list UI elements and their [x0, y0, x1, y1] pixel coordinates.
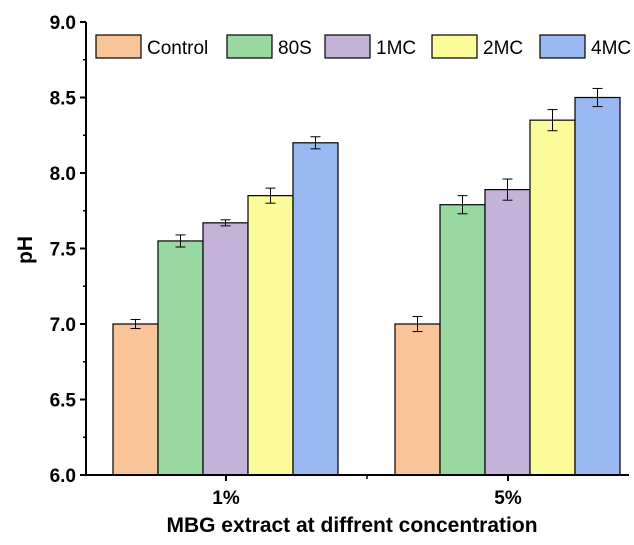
- bar-1mc-1: [202, 222, 249, 476]
- legend-swatch-1mc: [324, 34, 371, 59]
- bar-control-1: [112, 323, 159, 476]
- y-tick-label: 6.0: [50, 466, 76, 487]
- bars-layer: [112, 87, 621, 476]
- x-tick-label: 1%: [212, 488, 240, 509]
- legend-label-control: Control: [147, 38, 208, 59]
- bar-4mc-1: [292, 142, 339, 476]
- y-tick-label: 7.5: [50, 240, 77, 261]
- bar-control-2: [394, 323, 441, 476]
- legend-swatch-control: [95, 34, 142, 59]
- bar-80s-1: [157, 240, 204, 476]
- y-tick-label: 8.5: [50, 89, 77, 110]
- bar-2mc-2: [529, 119, 576, 476]
- legend-label-80s: 80S: [278, 38, 312, 59]
- legend: Control 80S 1MC 2MC 4MC: [95, 34, 631, 59]
- legend-label-2mc: 2MC: [483, 38, 523, 59]
- x-axis-title: MBG extract at diffrent concentration: [166, 514, 537, 537]
- legend-label-1mc: 1MC: [376, 38, 416, 59]
- legend-swatch-2mc: [431, 34, 478, 59]
- legend-swatch-80s: [226, 34, 273, 59]
- y-axis-title: pH: [14, 236, 37, 264]
- bar-2mc-1: [247, 195, 294, 476]
- bar-80s-2: [439, 204, 486, 476]
- y-tick-label: 8.0: [50, 164, 76, 185]
- legend-label-4mc: 4MC: [591, 38, 631, 59]
- y-tick-label: 6.5: [50, 391, 77, 412]
- bar-4mc-2: [574, 96, 621, 476]
- y-tick-label: 9.0: [50, 13, 76, 34]
- legend-swatch-4mc: [539, 34, 586, 59]
- bar-1mc-2: [484, 189, 531, 476]
- x-tick-label: 5%: [494, 488, 522, 509]
- y-tick-label: 7.0: [50, 315, 76, 336]
- axes-layer: 6.0 6.5 7.0 7.5 8.0 8.5 9.0 1% 5%: [50, 13, 629, 509]
